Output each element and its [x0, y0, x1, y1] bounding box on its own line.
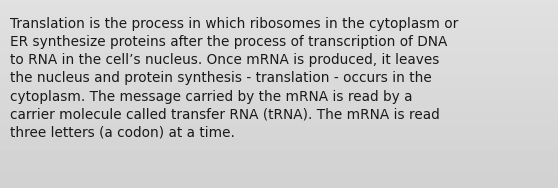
Text: Translation is the process in which ribosomes in the cytoplasm or
ER synthesize : Translation is the process in which ribo… [10, 17, 458, 140]
